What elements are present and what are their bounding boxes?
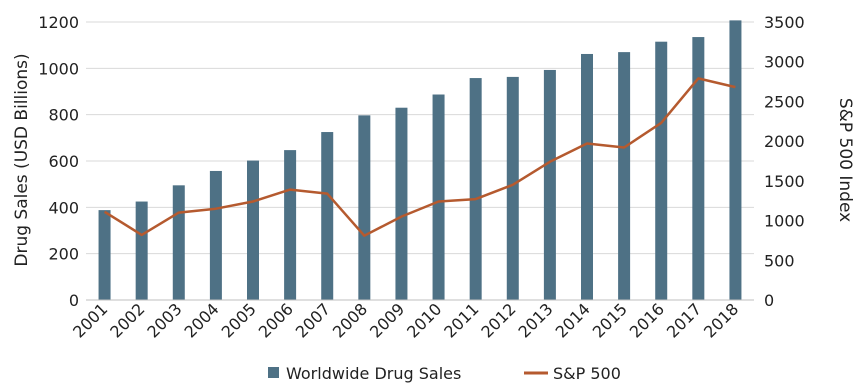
left-y-tick-labels: 0 200 400 600 800 1000 1200 <box>38 13 79 310</box>
bar-2017 <box>692 37 705 300</box>
x-tick-label: 2011 <box>440 299 482 341</box>
x-tick-label: 2013 <box>514 299 556 341</box>
bar-2007 <box>321 132 334 300</box>
left-y-tick-label: 400 <box>48 198 79 217</box>
bar-2003 <box>172 185 185 300</box>
x-tick-label: 2004 <box>180 299 222 341</box>
right-y-tick-label: 1500 <box>764 172 805 191</box>
bar-2006 <box>284 150 297 300</box>
bar-2015 <box>618 52 631 300</box>
right-y-tick-label: 500 <box>764 251 795 270</box>
left-y-tick-label: 1200 <box>38 13 79 32</box>
bar-2008 <box>358 115 371 300</box>
right-y-tick-labels: 0 500 1000 1500 2000 2500 3000 3500 <box>764 13 805 310</box>
bar-2014 <box>581 53 593 300</box>
x-tick-label: 2012 <box>477 299 519 341</box>
bar-2012 <box>506 76 519 300</box>
x-tick-label: 2015 <box>589 299 631 341</box>
x-tick-label: 2002 <box>106 299 148 341</box>
bar-2011 <box>469 78 482 301</box>
left-y-axis-title: Drug Sales (USD Billions) <box>12 53 32 266</box>
line-series-sp500 <box>103 77 736 237</box>
legend-label-drug-sales: Worldwide Drug Sales <box>286 364 461 383</box>
bar-2013 <box>543 69 556 300</box>
left-y-tick-label: 800 <box>48 106 79 125</box>
x-tick-label: 2017 <box>663 299 705 341</box>
x-tick-label: 2008 <box>329 299 371 341</box>
x-tick-label: 2003 <box>143 299 185 341</box>
x-tick-label: 2014 <box>552 299 594 341</box>
x-tick-label: 2005 <box>218 299 260 341</box>
bar-2010 <box>432 94 445 301</box>
bar-2005 <box>247 160 259 300</box>
bar-2009 <box>395 107 408 300</box>
left-y-tick-label: 600 <box>48 152 79 171</box>
left-y-tick-label: 200 <box>48 245 79 264</box>
bar-2001 <box>98 210 111 300</box>
legend: Worldwide Drug Sales S&P 500 <box>268 364 621 383</box>
x-tick-label: 2007 <box>292 299 334 341</box>
right-y-tick-label: 3500 <box>764 13 805 32</box>
x-tick-label: 2010 <box>403 299 445 341</box>
x-tick-label: 2016 <box>626 299 668 341</box>
right-y-tick-label: 2000 <box>764 132 805 151</box>
left-y-tick-label: 0 <box>69 291 79 310</box>
bar-2004 <box>209 170 222 300</box>
bar-series-drug-sales <box>98 20 742 301</box>
x-tick-labels: 2001200220032004200520062007200820092010… <box>69 299 742 341</box>
right-y-tick-label: 1000 <box>764 212 805 231</box>
right-y-axis-title: S&P 500 Index <box>835 98 854 222</box>
x-tick-label: 2006 <box>255 299 297 341</box>
bar-2016 <box>655 41 668 301</box>
legend-swatch-drug-sales <box>268 367 279 378</box>
legend-label-sp500: S&P 500 <box>553 364 621 383</box>
x-tick-label: 2009 <box>366 299 408 341</box>
right-y-tick-label: 0 <box>764 291 774 310</box>
sp500-line <box>103 77 736 237</box>
bar-2018 <box>729 20 742 301</box>
x-tick-label: 2018 <box>700 299 742 341</box>
right-y-tick-label: 2500 <box>764 92 805 111</box>
left-y-tick-label: 1000 <box>38 59 79 78</box>
gridlines <box>86 21 754 255</box>
right-y-tick-label: 3000 <box>764 53 805 72</box>
bar-2002 <box>135 201 148 300</box>
